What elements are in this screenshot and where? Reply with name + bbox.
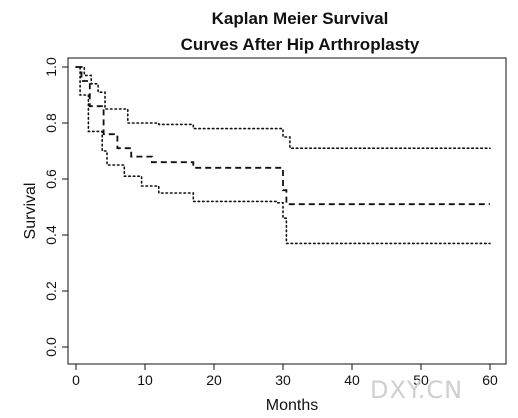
survival-estimate-line: [76, 66, 490, 206]
x-tick-label: 60: [482, 372, 498, 388]
y-axis-label: Survival: [22, 183, 39, 240]
watermark-logo: DXY.CN: [370, 376, 463, 404]
chart-title-line-1: Kaplan Meier Survival: [212, 9, 389, 28]
plot-frame: [67, 57, 507, 365]
x-tick-label: 50: [413, 372, 429, 388]
x-tick-label: 30: [275, 372, 291, 388]
y-tick-label: 0.4: [43, 225, 59, 245]
y-tick-label: 0.2: [43, 281, 59, 301]
confidence-band-line: [75, 66, 491, 245]
x-tick-label: 20: [206, 372, 222, 388]
y-tick-label: 0.6: [43, 169, 59, 189]
y-tick-label: 0.8: [43, 113, 59, 133]
confidence-band-line: [75, 66, 491, 149]
x-tick-label: 40: [344, 372, 360, 388]
x-tick-label: 0: [72, 372, 80, 388]
y-tick-label: 1.0: [43, 57, 59, 77]
x-axis-label: Months: [266, 397, 318, 414]
y-axis: 0.0 0.2 0.4 0.6 0.8 1.0: [43, 57, 68, 357]
x-tick-label: 10: [137, 372, 153, 388]
y-tick-label: 0.0: [43, 337, 59, 357]
x-axis: 0 10 20 30 40 50 60: [72, 364, 498, 388]
series-layer: [75, 66, 491, 245]
chart-title-line-2: Curves After Hip Arthroplasty: [181, 35, 420, 54]
